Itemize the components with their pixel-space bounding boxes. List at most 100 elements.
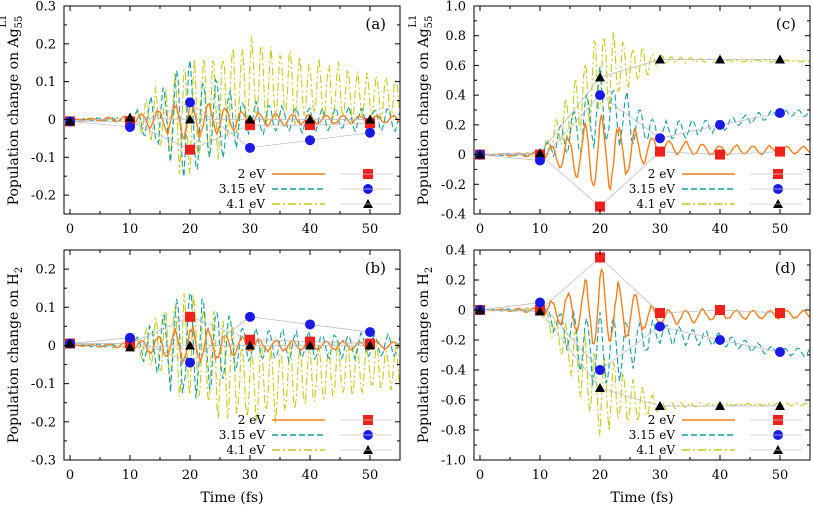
connector-3-15-eV xyxy=(69,316,371,364)
marker-triangle xyxy=(365,114,375,124)
x-tick-label: 50 xyxy=(772,468,789,483)
x-tick-label: 50 xyxy=(772,222,789,237)
trace-3-15-eV xyxy=(479,66,810,159)
marker-circle xyxy=(715,335,725,345)
legend: 2 eV3.15 eV4.1 eV xyxy=(629,167,802,211)
marker-circle xyxy=(595,90,605,101)
marker-square xyxy=(245,120,255,131)
y-axis-label-main: Population change on Ag xyxy=(416,28,432,205)
marker-circle xyxy=(535,297,545,308)
legend-label: 2 eV xyxy=(648,413,676,427)
marker-square xyxy=(595,252,605,263)
legend-label: 3.15 eV xyxy=(629,428,676,442)
trace-2-eV xyxy=(69,100,400,141)
marker-triangle xyxy=(305,114,315,124)
marker-square xyxy=(185,311,195,322)
y-axis-label-sub: 55 xyxy=(424,16,435,29)
marker-triangle xyxy=(245,340,255,350)
legend-marker-triangle xyxy=(773,445,783,454)
legend: 2 eV3.15 eV4.1 eV xyxy=(219,167,392,211)
y-tick-label: -0.4 xyxy=(441,364,466,379)
marker-triangle xyxy=(715,54,725,64)
legend-marker-triangle xyxy=(773,199,783,208)
marker-square xyxy=(715,149,725,160)
marker-circle xyxy=(595,365,605,375)
marker-square xyxy=(715,305,725,315)
marker-circle xyxy=(305,319,315,330)
marker-circle xyxy=(775,347,785,357)
x-tick-label: 0 xyxy=(476,222,484,237)
panel-label: (d) xyxy=(775,259,796,277)
y-tick-label: -0.8 xyxy=(441,424,466,439)
trace-3-15-eV xyxy=(69,60,400,177)
legend: 2 eV3.15 eV4.1 eV xyxy=(629,413,802,457)
marker-triangle xyxy=(475,149,485,159)
connector-4-1-eV xyxy=(69,343,370,348)
marker-square xyxy=(245,334,255,345)
y-tick-label: 0.8 xyxy=(445,29,466,44)
marker-circle xyxy=(535,155,545,166)
y-axis-label-sub: 55 xyxy=(14,16,25,29)
y-tick-label: 0.2 xyxy=(35,263,56,278)
y-tick-label: 1.0 xyxy=(445,0,466,15)
marker-triangle xyxy=(595,383,605,392)
y-tick-label: 0.3 xyxy=(35,0,56,15)
connector-3-15-eV xyxy=(479,302,781,371)
y-tick-label: -0.4 xyxy=(441,208,466,223)
panel-label: (c) xyxy=(776,15,796,33)
marker-triangle xyxy=(305,340,315,350)
y-tick-label: -0.2 xyxy=(441,178,466,193)
x-tick-label: 40 xyxy=(302,222,319,237)
y-tick-label: -0.1 xyxy=(31,151,56,166)
x-tick-label: 0 xyxy=(476,468,484,483)
y-tick-label: 0 xyxy=(48,113,56,128)
trace-2-eV xyxy=(69,326,400,365)
legend-label: 4.1 eV xyxy=(636,443,675,457)
connector-3-15-eV xyxy=(479,94,781,161)
x-tick-label: 0 xyxy=(66,222,74,237)
marker-circle xyxy=(185,97,195,108)
marker-circle xyxy=(655,133,665,144)
x-tick-label: 50 xyxy=(362,222,379,237)
x-tick-label: 20 xyxy=(592,468,609,483)
connector-4-1-eV xyxy=(69,117,370,122)
x-axis-label: Time (fs) xyxy=(610,490,673,506)
marker-circle xyxy=(715,119,725,130)
marker-triangle xyxy=(535,306,545,316)
y-axis-label: Population change on H2 xyxy=(416,267,435,443)
y-axis-label-sub: 2 xyxy=(424,267,435,273)
y-tick-label: 0.4 xyxy=(445,89,466,104)
legend-label: 2 eV xyxy=(648,167,676,181)
panel-c: 0 10 20 30 40 50 -0.4 -0.2 0 0.2 0.4 0.6 0.8 1.0 (c) Po… xyxy=(408,0,811,237)
x-tick-label: 20 xyxy=(182,222,199,237)
marker-circle xyxy=(125,332,135,343)
y-axis-label-main: Population change on Ag xyxy=(6,28,22,205)
legend-label: 3.15 eV xyxy=(629,182,676,196)
marker-triangle xyxy=(365,340,375,350)
marker-triangle xyxy=(125,112,135,122)
axes-frame xyxy=(63,5,401,215)
y-tick-label: 0.4 xyxy=(445,244,466,259)
legend-label: 2 eV xyxy=(238,413,266,427)
marker-square xyxy=(775,308,785,318)
legend: 2 eV3.15 eV4.1 eV xyxy=(219,413,392,457)
marker-square xyxy=(305,120,315,131)
trace-2-eV xyxy=(480,267,810,345)
y-axis-label: Population change on H2 xyxy=(6,267,25,443)
trace-3-15-eV xyxy=(479,307,810,386)
marker-triangle xyxy=(775,54,785,64)
y-axis-label-sub: 2 xyxy=(14,267,25,273)
y-tick-label: -0.2 xyxy=(31,189,56,204)
legend-marker-triangle xyxy=(363,445,373,454)
marker-triangle xyxy=(245,114,255,124)
y-tick-label: -0.2 xyxy=(31,415,56,430)
panel-label: (b) xyxy=(365,259,386,277)
marker-circle xyxy=(655,321,665,332)
marker-triangle xyxy=(65,116,75,126)
legend-label: 3.15 eV xyxy=(219,428,266,442)
y-tick-label: -0.2 xyxy=(441,334,466,349)
y-axis-label-sup: L1 xyxy=(408,15,419,28)
x-tick-label: 30 xyxy=(242,222,259,237)
marker-square xyxy=(185,144,195,155)
traces xyxy=(69,36,400,177)
